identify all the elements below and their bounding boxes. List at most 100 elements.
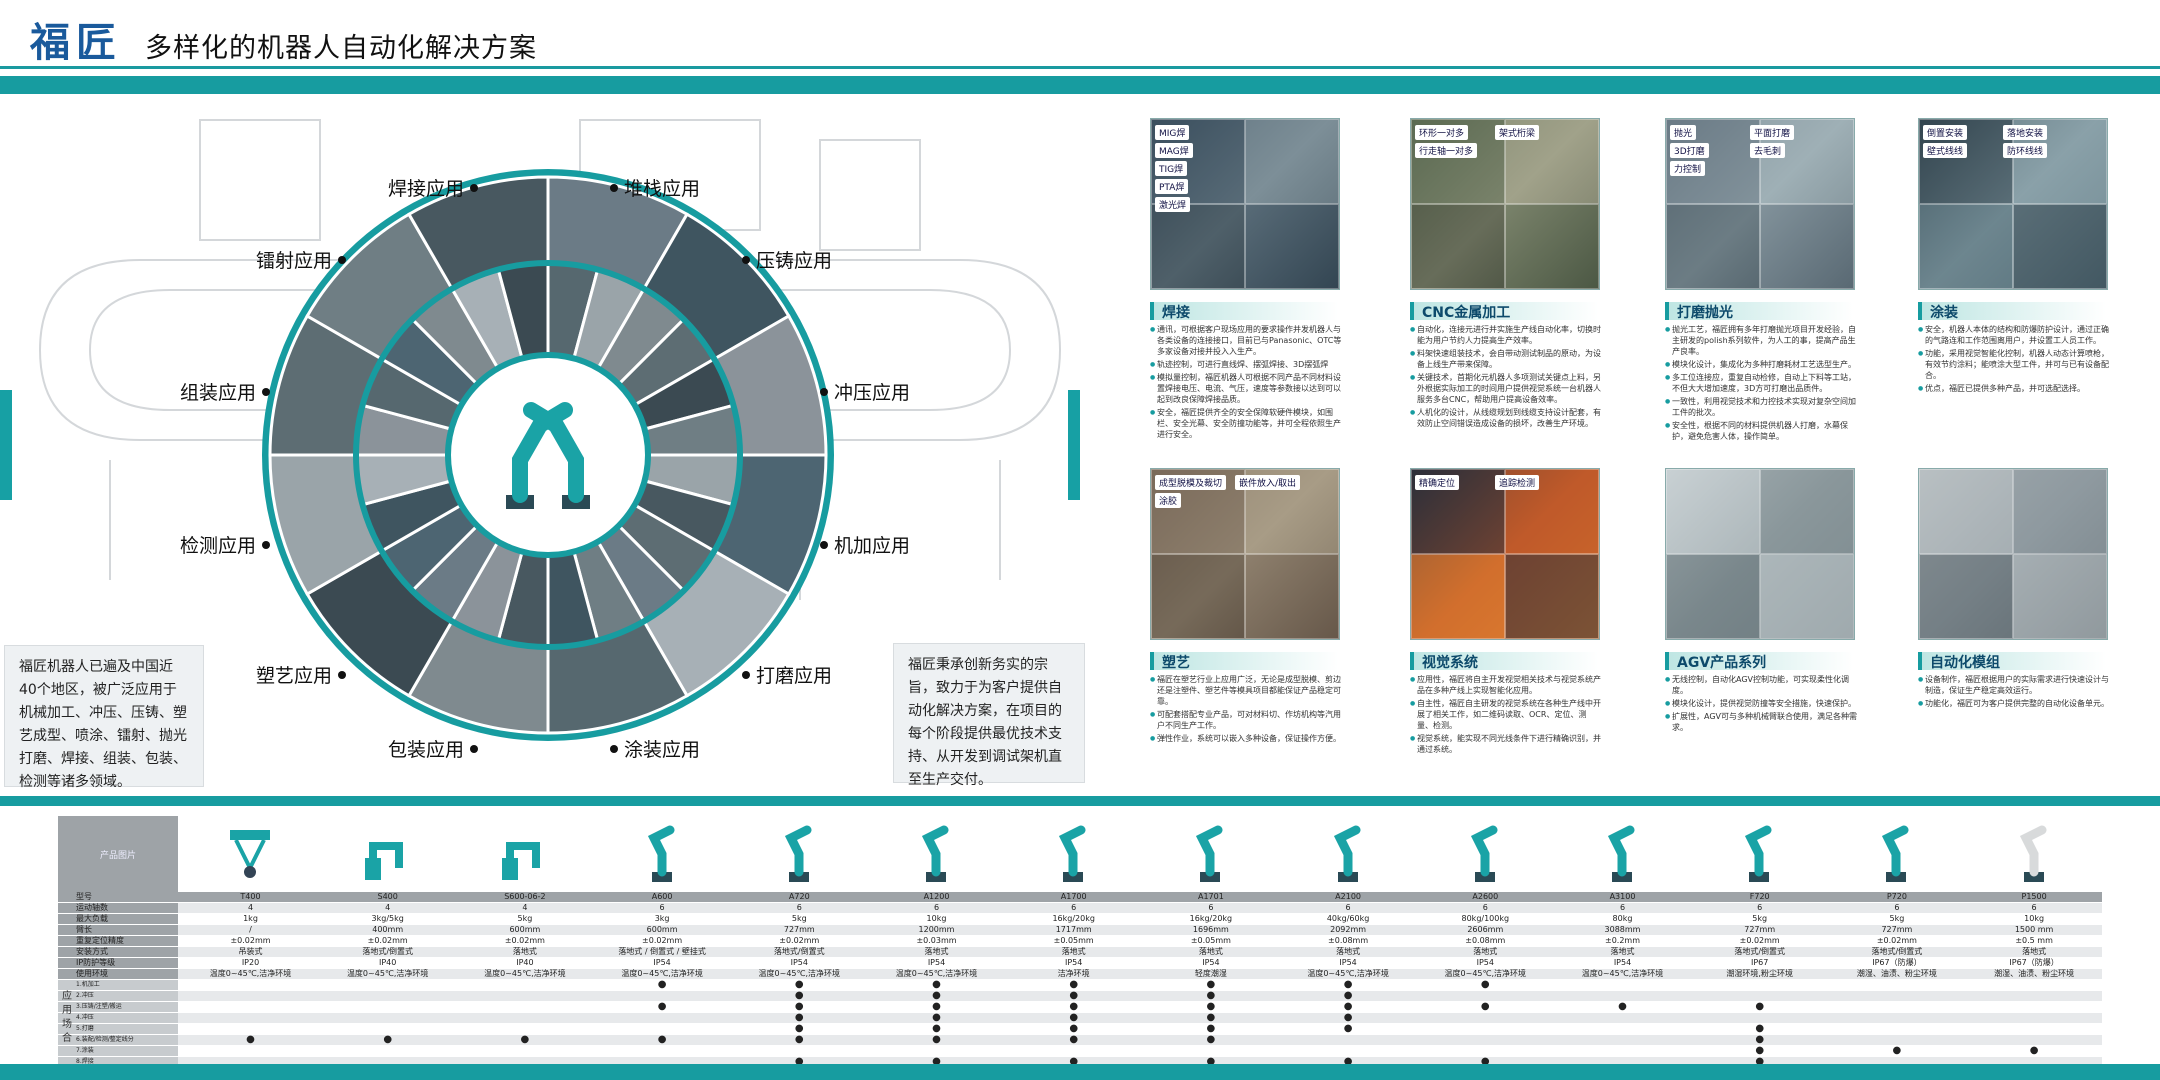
spec-row: 使用环境 温度0~45℃,洁净环境 温度0~45℃,洁净环境 温度0~45℃,洁净环境… xyxy=(58,969,2102,979)
label-diecasting: 压铸应用 xyxy=(742,246,832,273)
cell-value: 轻度潮湿 xyxy=(1194,969,1227,978)
cell-value: 潮湿、油渍、粉尘环境 xyxy=(1994,969,2075,978)
application-row: 3.压铸/注塑/搬运 ● ● ● ● ● ● ● ● ● xyxy=(58,1002,2102,1012)
spec-row: 运动轴数 4 4 4 6 6 6 6 6 6 6 6 6 6 6 xyxy=(58,903,2102,913)
cell-value: 40kg/60kg xyxy=(1326,914,1370,923)
top-band xyxy=(0,76,2160,94)
photo-tag: 3D打磨 xyxy=(1670,143,1709,158)
application-dot: ● xyxy=(1343,1056,1353,1067)
cell-value: 6 xyxy=(1894,903,1900,912)
row-label: 1.机加工 xyxy=(58,980,178,990)
photo-tile xyxy=(1666,469,1760,554)
application-dot: ● xyxy=(1069,1023,1079,1034)
photo-tile xyxy=(1666,554,1760,639)
application-dot: ● xyxy=(794,990,804,1001)
photo-tile xyxy=(2013,204,2107,289)
cell-value: A3100 xyxy=(1609,892,1636,901)
photo-tag: 平面打磨 xyxy=(1750,125,1795,140)
cell-value: A720 xyxy=(788,892,810,901)
cell-value: 落地式/倒置式 xyxy=(1734,947,1786,956)
label-coating: 涂装应用 xyxy=(610,735,700,762)
cell-value: 落地式 / 倒置式 / 壁挂式 xyxy=(618,947,706,956)
photo-tag: 去毛刺 xyxy=(1750,143,1786,158)
photo-tile xyxy=(1919,554,2013,639)
bullet-text: 通讯，可根据客户现场应用的要求操作并发机器人与各类设备的连接接口，目前已与Pan… xyxy=(1150,324,1342,357)
cell-value: IP54 xyxy=(1339,958,1357,967)
spec-row: 安装方式 吊装式 落地式/倒置式 落地式 落地式 / 倒置式 / 壁挂式 落地式/倒置式 落… xyxy=(58,947,2102,957)
solution-title: 塑艺 xyxy=(1150,652,1338,671)
application-dot: ● xyxy=(932,1034,941,1045)
application-dot: ● xyxy=(1343,1012,1353,1023)
bullet-text: 弹性作业，系统可以嵌入多种设备，保证操作方便。 xyxy=(1150,733,1342,744)
cell-value: IP54 xyxy=(1476,958,1494,967)
application-dot: ● xyxy=(246,1034,255,1045)
cell-value: 727mm xyxy=(1744,925,1776,934)
cell-value: 落地式/倒置式 xyxy=(1871,947,1923,956)
bullet-text: 功能化，福匠可为客户提供完整的自动化设备单元。 xyxy=(1918,698,2110,709)
photo-tag: PTA焊 xyxy=(1155,179,1189,194)
cell-value: IP40 xyxy=(516,958,534,967)
spec-row: 最大负载 1kg 3kg/5kg 5kg 3kg 5kg 10kg 16kg/20kg 16kg… xyxy=(58,914,2102,924)
cell-value: IP67（防爆） xyxy=(1872,958,1922,967)
robot-thumbnail-icon xyxy=(1594,824,1650,886)
solution-title: 焊接 xyxy=(1150,302,1338,321)
cell-value: IP54 xyxy=(1202,958,1220,967)
application-dot: ● xyxy=(932,1023,941,1034)
cell-value: 落地式 xyxy=(924,947,949,956)
row-label: 安装方式 xyxy=(58,947,178,957)
photo-tag: 壁式线线 xyxy=(1923,143,1968,158)
application-dot: ● xyxy=(1069,990,1079,1001)
cell-value: IP54 xyxy=(927,958,946,967)
cell-value: 10kg xyxy=(2024,914,2045,923)
application-dot: ● xyxy=(1755,1001,1765,1012)
solution-photo: 倒置安装 落地安装 壁式线线 防环线线 xyxy=(1918,118,2108,290)
robot-thumbnail-icon xyxy=(634,824,690,886)
application-dot: ● xyxy=(1755,1056,1765,1067)
application-dot: ● xyxy=(1755,1045,1765,1056)
bullet-text: 自主性，福匠自主研发的视觉系统在各种生产线中开展了相关工作，如二维码读取、OCR… xyxy=(1410,698,1602,731)
bullet-text: 设备制作，福匠根据用户的实际需求进行快速设计与制造，保证生产稳定高效运行。 xyxy=(1918,674,2110,696)
cell-value: 落地式 xyxy=(512,947,537,956)
solution-title: 涂装 xyxy=(1918,302,2106,321)
photo-tile xyxy=(1411,204,1505,289)
application-dot: ● xyxy=(932,990,941,1001)
bullet-text: 应用性，福匠将自主开发视觉相关技术与视觉系统产品在多种产线上实现智能化应用。 xyxy=(1410,674,1602,696)
bullet-text: 福匠在塑艺行业上应用广泛，无论是成型脱模、剪边还是注塑件、塑艺件等模具项目都能保… xyxy=(1150,674,1342,707)
cell-value: 6 xyxy=(1757,903,1763,912)
table-top-band xyxy=(0,796,2160,806)
cell-value: ±0.08mm xyxy=(1328,936,1369,945)
cell-value: IP54 xyxy=(1065,958,1083,967)
solution-bullets: 设备制作，福匠根据用户的实际需求进行快速设计与制造，保证生产稳定高效运行。功能化… xyxy=(1918,674,2110,711)
cell-value: 潮湿环境,粉尘环境 xyxy=(1726,969,1793,978)
bullet-text: 安全性，根据不同的材料提供机器人打磨，水幕保护，避免危害人体，操作简单。 xyxy=(1665,420,1857,442)
cell-value: 5kg xyxy=(1889,914,1905,923)
bullet-text: 多工位连接应，重复自动检修，自动上下料等工站，不但大大增加速度，3D方可打磨出品… xyxy=(1665,372,1857,394)
photo-tile xyxy=(1245,204,1339,289)
application-dot: ● xyxy=(520,1034,530,1045)
cell-value: 80kg/100kg xyxy=(1461,914,1510,923)
cell-value: ±0.08mm xyxy=(1465,936,1506,945)
cell-value: 80kg xyxy=(1612,914,1633,923)
cell-value: 5kg xyxy=(1752,914,1768,923)
cell-value: 3kg/5kg xyxy=(371,914,404,923)
cell-value: 吊装式 xyxy=(238,947,263,956)
solution-photo: MIG焊 MAG焊 TIG焊 PTA焊 激光焊 xyxy=(1150,118,1340,290)
bullet-text: 优点，福匠已提供多种产品，并可选配选择。 xyxy=(1918,383,2110,394)
cell-value: 5kg xyxy=(517,914,533,923)
spec-row: IP防护等级 IP20 IP40 IP40 IP54 IP54 IP54 IP54 IP54 IP… xyxy=(58,958,2102,968)
cell-value: ±0.05mm xyxy=(1053,936,1094,945)
header-rule xyxy=(0,66,2160,69)
bullet-text: 模拟量控制，福匠机器人可根据不同产品不同材料设置焊接电压、电流、气压，速度等参数… xyxy=(1150,372,1342,405)
bullet-text: 关键技术，首期化元机器人多项测试关键点上料，另外根据实际加工的时间用户提供视觉系… xyxy=(1410,372,1602,405)
robot-thumbnail-icon xyxy=(2006,824,2062,886)
cell-value: IP67（防爆） xyxy=(2009,958,2059,967)
cell-value: 1500 mm xyxy=(2014,925,2054,934)
cell-value: 温度0~45℃,洁净环境 xyxy=(1581,969,1664,978)
bullet-text: 一致性，利用视觉技术和力控技术实现对复杂空间加工件的批次。 xyxy=(1665,396,1857,418)
cell-value: 温度0~45℃,洁净环境 xyxy=(1444,969,1527,978)
solution-photo xyxy=(1918,468,2108,640)
application-dot: ● xyxy=(1755,1023,1765,1034)
cell-value: 落地式/倒置式 xyxy=(362,947,414,956)
cell-value: 5kg xyxy=(791,914,807,923)
photo-tile xyxy=(1505,204,1599,289)
